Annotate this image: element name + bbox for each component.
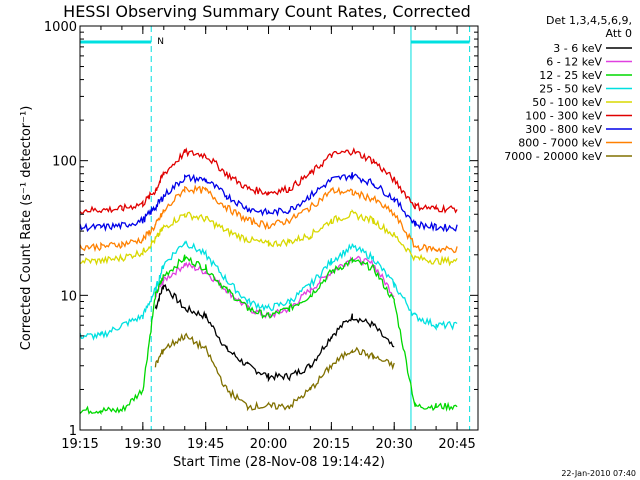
legend-label-6: 300 - 800 keV [525, 123, 602, 136]
legend-label-8: 7000 - 20000 keV [504, 150, 602, 163]
series-line-6 [79, 172, 458, 233]
series-line-8 [154, 332, 395, 412]
series-line-3 [79, 240, 458, 341]
y-tick-label: 1 [69, 424, 77, 439]
x-tick-label: 20:00 [250, 437, 287, 452]
legend-label-4: 50 - 100 keV [532, 96, 602, 109]
legend-label-0: 3 - 6 keV [553, 42, 602, 55]
y-tick-label: 10 [60, 289, 77, 304]
legend-label-7: 800 - 7000 keV [518, 137, 602, 150]
timestamp: 22-Jan-2010 07:40 [561, 469, 636, 478]
legend-label-2: 12 - 25 keV [539, 69, 602, 82]
legend-label-3: 25 - 50 keV [539, 83, 602, 96]
series-line-1 [154, 255, 395, 319]
x-tick-label: 19:30 [124, 437, 161, 452]
plot-frame [79, 25, 479, 431]
x-tick-label: 20:45 [438, 437, 475, 452]
series-line-2 [79, 254, 458, 416]
x-tick-label: 19:15 [61, 437, 98, 452]
plot-area: N 1 10 100 1000 19:15 19:30 19:45 20:00 20:15 20:3… [44, 20, 632, 452]
legend-label-1: 6 - 12 keV [546, 56, 602, 69]
y-axis-label: Corrected Count Rate (s⁻¹ detector⁻¹) [19, 106, 34, 351]
x-tick-label: 19:45 [187, 437, 224, 452]
legend-header-line2: Att 0 [606, 27, 632, 40]
y-tick-label: 1000 [44, 20, 77, 35]
y-tick-label: 100 [52, 155, 77, 170]
series-line-5 [79, 147, 458, 214]
night-label: N [157, 37, 164, 47]
series-line-7 [79, 184, 458, 254]
x-tick-label: 20:30 [375, 437, 412, 452]
legend-header-line1: Det 1,3,4,5,6,9, [546, 14, 632, 27]
series-line-0 [154, 283, 395, 383]
legend-label-5: 100 - 300 keV [525, 110, 602, 123]
x-tick-label: 20:15 [313, 437, 350, 452]
series-line-4 [79, 208, 458, 267]
chart-title: HESSI Observing Summary Count Rates, Cor… [63, 2, 471, 21]
x-axis-label: Start Time (28-Nov-08 19:14:42) [173, 455, 385, 470]
